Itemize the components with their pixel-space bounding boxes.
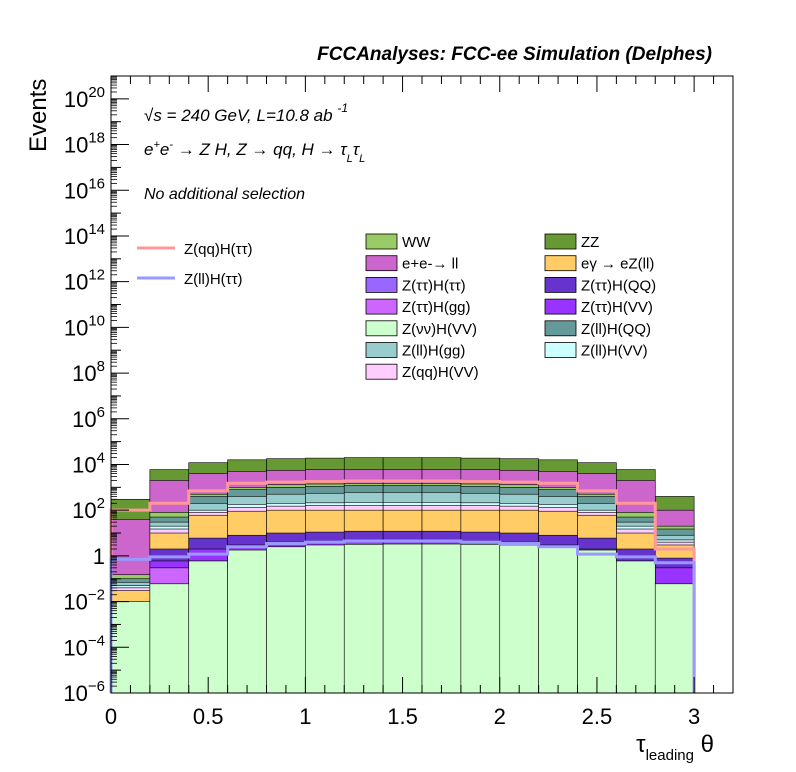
bar xyxy=(227,549,267,694)
legend-label: Z(ττ)H(gg) xyxy=(402,299,471,316)
selection-annotation: No additional selection xyxy=(144,186,305,203)
y-tick-label: 1014 xyxy=(64,221,105,249)
y-tick-label: 1012 xyxy=(64,267,105,295)
x-tick-label: 2.5 xyxy=(582,704,613,729)
legend-label: Z(ll)H(VV) xyxy=(581,343,648,360)
y-axis-label: Events xyxy=(25,79,52,152)
x-tick-label: 2 xyxy=(494,704,506,729)
x-tick-label: 1 xyxy=(299,704,311,729)
legend-swatch xyxy=(544,233,577,250)
energy-annotation: √s = 240 GeV, L=10.8 ab -1 xyxy=(144,101,348,125)
chart-title: FCCAnalyses: FCC-ee Simulation (Delphes) xyxy=(317,44,712,65)
y-tick-label: 104 xyxy=(72,449,105,477)
y-tick-label: 1018 xyxy=(64,130,105,158)
legend-swatch xyxy=(365,363,398,380)
overlay-lines xyxy=(109,479,696,693)
x-tick-label: 0.5 xyxy=(193,704,224,729)
legend-swatch xyxy=(365,298,398,315)
y-tick-label: 108 xyxy=(72,358,105,386)
y-tick-label: 1 xyxy=(93,544,105,569)
legend-swatch xyxy=(544,320,577,337)
bar xyxy=(460,544,501,694)
y-tick-label: 10−2 xyxy=(63,587,105,615)
line-z-ll-h- xyxy=(109,539,696,693)
legend-swatch xyxy=(365,233,398,250)
process-annotation: e+e- → Z H, Z → qq, H → τLτL xyxy=(144,139,365,165)
bar xyxy=(266,546,306,694)
legend-label: Z(qq)H(VV) xyxy=(402,364,479,381)
bar xyxy=(188,560,228,694)
y-tick-label: 10−4 xyxy=(63,632,105,660)
legend-label: Z(ll)H(QQ) xyxy=(581,321,651,338)
bar xyxy=(305,544,345,694)
y-tick-label: 102 xyxy=(72,495,105,523)
series-z-h-vv- xyxy=(110,543,695,694)
legend-label: Z(ll)H(ττ) xyxy=(184,271,243,288)
bar xyxy=(577,549,617,694)
x-axis-label: τleading θ xyxy=(636,731,714,764)
bar xyxy=(499,544,539,694)
legend-label: Z(ττ)H(QQ) xyxy=(581,277,656,294)
y-tick-label: 10−6 xyxy=(63,678,105,706)
legend-label: Z(qq)H(ττ) xyxy=(184,241,253,258)
legend-label: ZZ xyxy=(581,234,599,251)
y-tick-label: 1016 xyxy=(64,175,105,203)
bar xyxy=(616,560,656,694)
bar xyxy=(343,544,384,694)
legend: Z(qq)H(ττ) Z(ll)H(ττ) WW ZZ e+e-→ ll eγ → eZ(… xyxy=(137,233,656,381)
legend-swatch xyxy=(365,255,398,272)
x-tick-label: 1.5 xyxy=(387,704,418,729)
x-axis: 0 0.5 1 1.5 2 2.5 3 xyxy=(105,76,734,729)
legend-label: Z(ll)H(gg) xyxy=(402,343,465,360)
bar xyxy=(538,546,578,694)
legend-label: e+e-→ ll xyxy=(402,256,458,273)
bar xyxy=(654,583,695,694)
legend-label: WW xyxy=(402,234,431,251)
x-tick-label: 0 xyxy=(105,704,117,729)
y-tick-label: 1020 xyxy=(64,84,105,112)
bar xyxy=(421,543,462,694)
legend-swatch xyxy=(544,298,577,315)
legend-label: Z(ττ)H(VV) xyxy=(581,299,653,316)
legend-label: eγ → eZ(ll) xyxy=(581,256,654,273)
y-tick-label: 1010 xyxy=(64,312,105,340)
x-tick-label: 3 xyxy=(688,704,700,729)
bar xyxy=(382,543,423,694)
legend-swatch xyxy=(365,320,398,337)
legend-swatch xyxy=(544,342,577,358)
legend-swatch xyxy=(544,276,577,293)
legend-swatch xyxy=(544,255,577,272)
line-z-qq-h- xyxy=(109,479,696,693)
legend-label: Z(νν)H(VV) xyxy=(402,321,477,338)
y-tick-label: 106 xyxy=(72,404,105,432)
legend-swatch xyxy=(365,342,398,358)
legend-swatch xyxy=(365,276,398,293)
y-axis: 10−6 10−4 10−2 1 102 104 106 108 1010 1012 1014 101… xyxy=(63,75,129,706)
bar xyxy=(149,583,190,694)
stacked-histograms xyxy=(110,457,695,694)
legend-label: Z(ττ)H(ττ) xyxy=(402,277,466,294)
